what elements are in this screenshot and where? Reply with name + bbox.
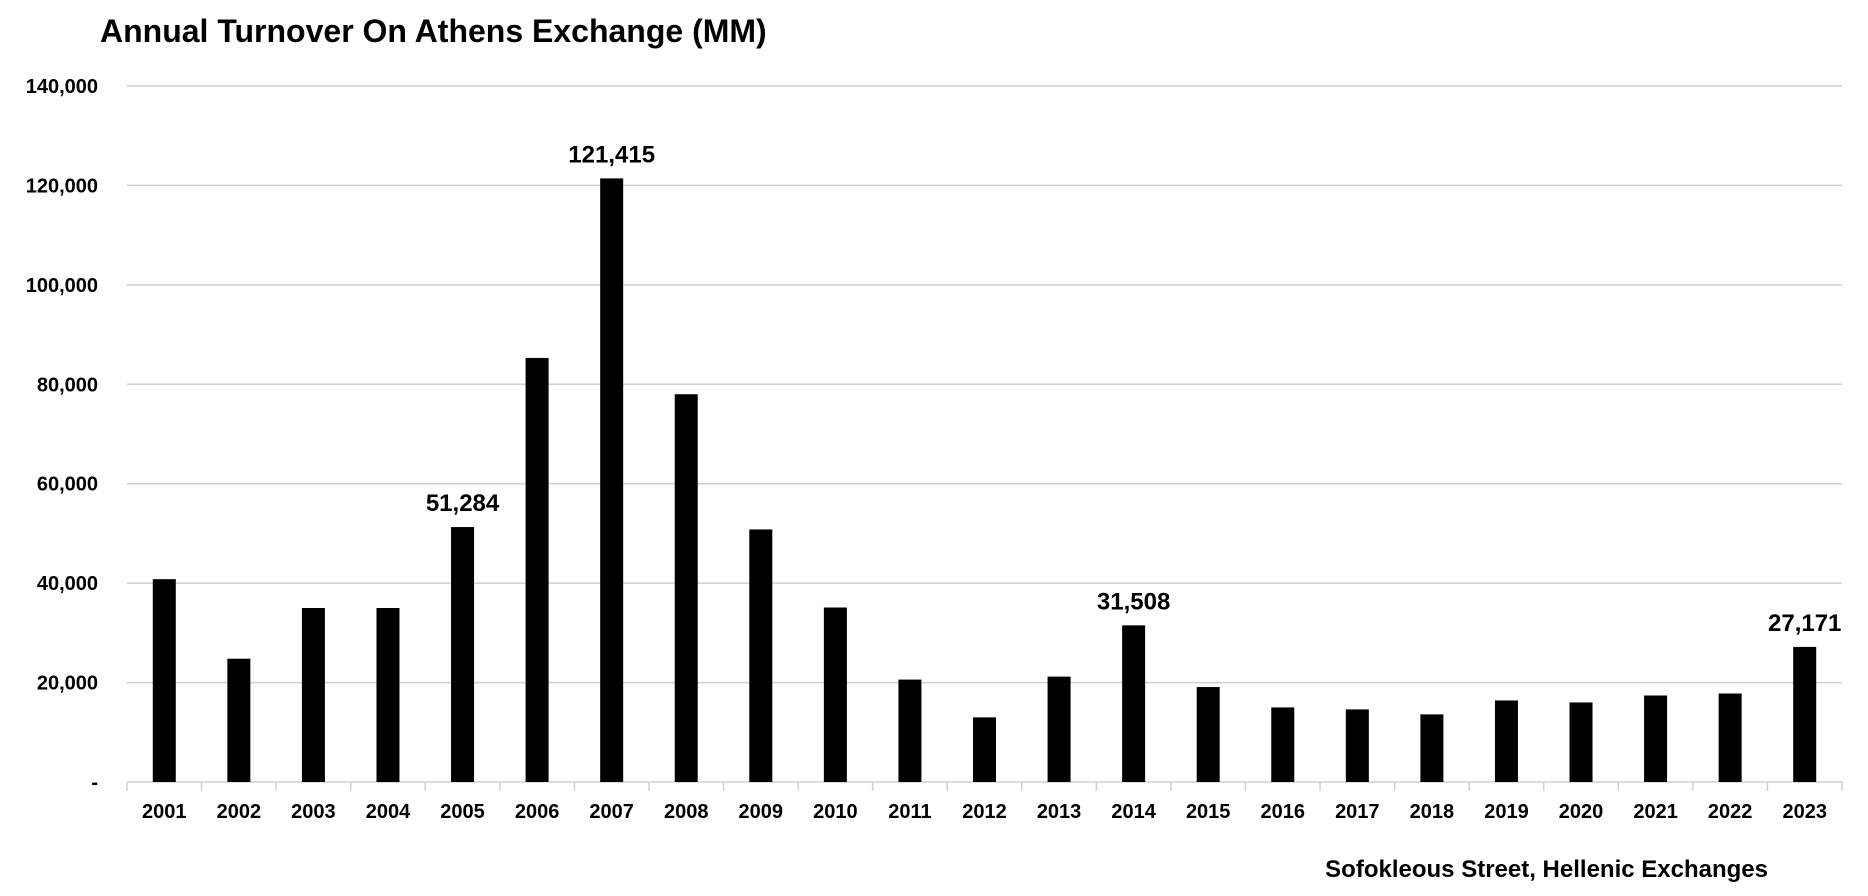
x-tick-label: 2011 [888, 801, 931, 823]
x-tick-label: 2009 [739, 801, 784, 823]
bar [451, 527, 475, 782]
x-tick-label: 2003 [291, 801, 336, 823]
x-tick-label: 2019 [1484, 801, 1529, 823]
y-axis-ticks: - 20,000 40,000 60,000 80,000 100,000 120,000 1… [26, 76, 98, 794]
data-labels: 51,284 121,415 31,508 27,171 [426, 141, 1842, 637]
bar [376, 608, 400, 782]
bar [674, 394, 698, 782]
x-tick-label: 2021 [1633, 801, 1678, 823]
x-tick-label: 2001 [142, 801, 187, 823]
source-note: Sofokleous Street, Hellenic Exchanges [1325, 856, 1768, 883]
bar [1345, 709, 1369, 782]
bar [1420, 714, 1444, 782]
bar [1644, 695, 1668, 782]
x-tick-label: 2006 [515, 801, 560, 823]
chart-title: Annual Turnover On Athens Exchange (MM) [100, 13, 767, 49]
data-label: 51,284 [426, 490, 500, 517]
bar [1122, 625, 1146, 782]
bar [1569, 702, 1593, 782]
x-tick-label: 2020 [1559, 801, 1604, 823]
bar [301, 608, 325, 782]
y-tick-label: 60,000 [37, 474, 98, 496]
bar [1718, 693, 1742, 782]
x-tick-label: 2017 [1335, 801, 1380, 823]
y-tick-label: 100,000 [26, 275, 98, 297]
x-tick-label: 2007 [589, 801, 634, 823]
bars [152, 178, 1817, 783]
bar [227, 658, 251, 782]
x-tick-label: 2016 [1261, 801, 1306, 823]
bar [749, 529, 773, 782]
bar [1196, 687, 1220, 782]
bar [973, 717, 996, 782]
x-tick-label: 2008 [664, 801, 709, 823]
x-tick-label: 2013 [1037, 801, 1082, 823]
x-tick-label: 2023 [1782, 801, 1827, 823]
bar [600, 178, 624, 783]
x-tick-label: 2010 [813, 801, 858, 823]
y-tick-label: - [91, 772, 98, 794]
data-label: 121,415 [568, 141, 655, 168]
bar [1793, 646, 1817, 782]
x-tick-label: 2005 [440, 801, 485, 823]
x-tick-label: 2022 [1708, 801, 1753, 823]
bar [898, 679, 922, 782]
y-tick-label: 40,000 [37, 573, 98, 595]
bar [152, 579, 176, 782]
x-tick-label: 2014 [1111, 801, 1156, 823]
y-tick-label: 80,000 [37, 374, 98, 396]
x-tick-label: 2012 [962, 801, 1007, 823]
data-label: 27,171 [1768, 610, 1841, 637]
x-tick-label: 2002 [217, 801, 262, 823]
bar [1494, 700, 1518, 782]
bar [823, 607, 847, 782]
bar [525, 357, 549, 782]
y-tick-label: 120,000 [26, 175, 98, 197]
gridlines [126, 85, 1843, 791]
y-tick-label: 20,000 [37, 673, 98, 695]
bar [1271, 707, 1295, 782]
x-axis-ticks: 2001 2002 2003 2004 2005 2006 2007 2008 2009 2010… [142, 801, 1827, 823]
x-tick-label: 2018 [1410, 801, 1455, 823]
data-label: 31,508 [1097, 588, 1170, 615]
x-tick-label: 2004 [366, 801, 411, 823]
x-tick-label: 2015 [1186, 801, 1231, 823]
bar [1047, 676, 1071, 782]
y-tick-label: 140,000 [26, 76, 98, 98]
